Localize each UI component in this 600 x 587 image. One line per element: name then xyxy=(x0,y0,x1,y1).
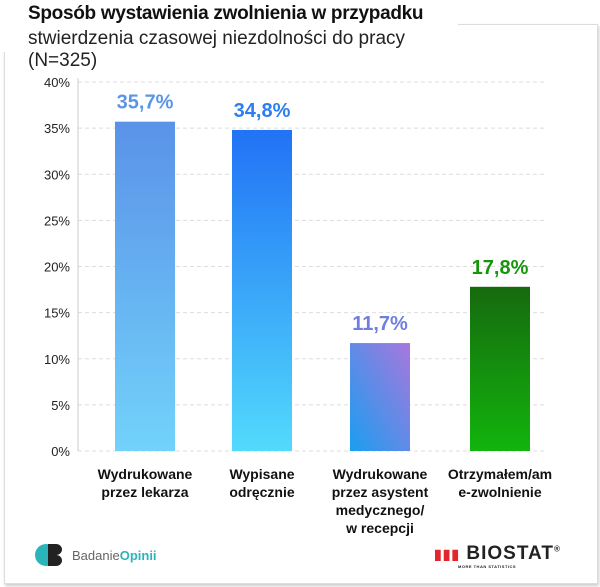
y-tick-label: 30% xyxy=(44,167,70,182)
y-tick-label: 5% xyxy=(51,398,70,413)
bar xyxy=(115,121,175,451)
chart-subtitle: stwierdzenia czasowej niezdolności do pr… xyxy=(28,28,406,71)
x-tick-label: Wydrukowane xyxy=(98,466,193,482)
data-label: 17,8% xyxy=(472,257,529,279)
biostat-logo-text: BIOSTAT xyxy=(466,543,554,564)
biostat-logo: ▮▮▮ BIOSTAT® MORE THAN STATISTICS xyxy=(434,543,561,569)
bar xyxy=(232,129,292,451)
x-tick-label: w recepcji xyxy=(345,520,414,536)
y-tick-label: 20% xyxy=(44,260,70,275)
bar xyxy=(470,286,530,451)
bar xyxy=(350,343,410,451)
data-label: 35,7% xyxy=(117,92,174,114)
logo-text-badanie: Badanie xyxy=(72,547,120,563)
logo-text-opinii: Opinii xyxy=(119,547,157,563)
biostat-tagline: MORE THAN STATISTICS xyxy=(458,564,517,569)
badanie-opinii-logo-icon xyxy=(35,544,62,566)
y-tick-label: 35% xyxy=(44,121,70,136)
y-tick-label: 40% xyxy=(44,75,70,90)
x-tick-label: odręcznie xyxy=(229,484,295,500)
x-tick-label: Otrzymałem/am xyxy=(448,466,552,482)
title-box: Sposób wystawienia zwolnienia w przypadk… xyxy=(0,0,458,71)
x-tick-label: e-zwolnienie xyxy=(458,484,541,500)
x-tick-label: Wydrukowane xyxy=(333,466,428,482)
x-tick-label: Wypisane xyxy=(229,466,294,482)
x-tick-label: przez lekarza xyxy=(101,484,188,500)
y-tick-label: 15% xyxy=(44,306,70,321)
y-tick-label: 10% xyxy=(44,352,70,367)
y-tick-label: 0% xyxy=(51,444,70,459)
data-label: 34,8% xyxy=(234,100,291,122)
y-tick-label: 25% xyxy=(44,213,70,228)
x-tick-label: przez asystent xyxy=(332,484,429,500)
chart-title: Sposób wystawienia zwolnienia w przypadk… xyxy=(28,3,424,24)
biostat-bars-icon: ▮▮▮ xyxy=(434,546,461,562)
data-label: 11,7% xyxy=(352,313,408,335)
badanie-opinii-logo: Badanie Opinii xyxy=(34,542,157,568)
x-tick-label: medycznego/ xyxy=(336,502,425,518)
